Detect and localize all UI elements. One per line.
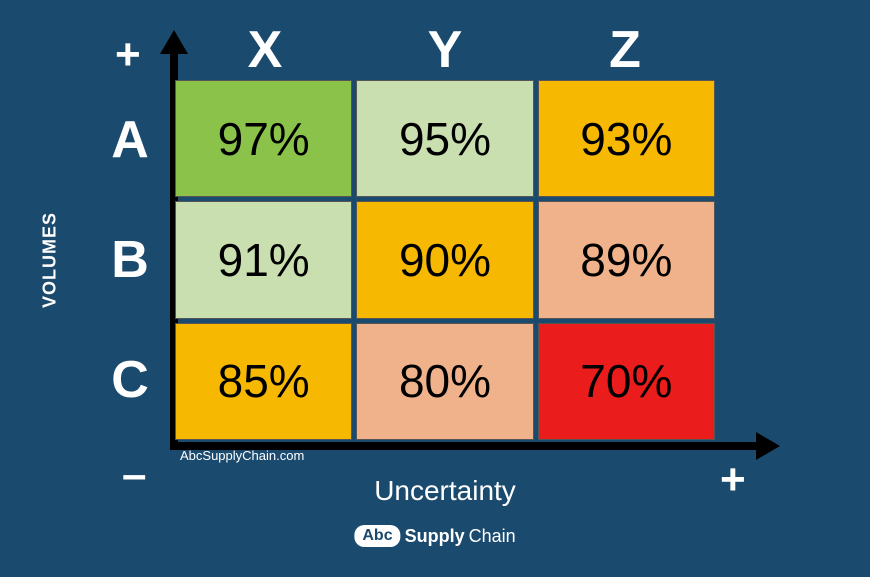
y-axis-plus: + — [115, 30, 141, 80]
cell-c-y: 80% — [356, 323, 533, 440]
matrix-chart: 97% 95% 93% 91% 90% 89% 85% 80% 70% — [175, 80, 715, 440]
row-header-a: A — [100, 80, 160, 200]
y-axis-minus: – — [122, 450, 146, 500]
matrix-grid: 97% 95% 93% 91% 90% 89% 85% 80% 70% — [175, 80, 715, 440]
row-header-c: C — [100, 320, 160, 440]
row-headers: A B C — [100, 80, 160, 440]
cell-c-z: 70% — [538, 323, 715, 440]
x-axis-plus: + — [720, 455, 746, 505]
cell-a-x: 97% — [175, 80, 352, 197]
logo-light: Chain — [469, 526, 516, 547]
cell-b-x: 91% — [175, 201, 352, 318]
col-header-y: Y — [355, 20, 535, 80]
cell-b-y: 90% — [356, 201, 533, 318]
cell-b-z: 89% — [538, 201, 715, 318]
column-headers: X Y Z — [175, 20, 715, 80]
footer-logo: Abc SupplyChain — [354, 525, 515, 547]
y-axis-label: VOLUMES — [40, 212, 61, 308]
x-axis-label: Uncertainty — [374, 475, 516, 507]
cell-a-z: 93% — [538, 80, 715, 197]
cell-a-y: 95% — [356, 80, 533, 197]
source-text: AbcSupplyChain.com — [180, 448, 304, 463]
logo-badge: Abc — [354, 525, 400, 547]
row-header-b: B — [100, 200, 160, 320]
logo-bold: Supply — [405, 526, 465, 547]
col-header-z: Z — [535, 20, 715, 80]
col-header-x: X — [175, 20, 355, 80]
cell-c-x: 85% — [175, 323, 352, 440]
